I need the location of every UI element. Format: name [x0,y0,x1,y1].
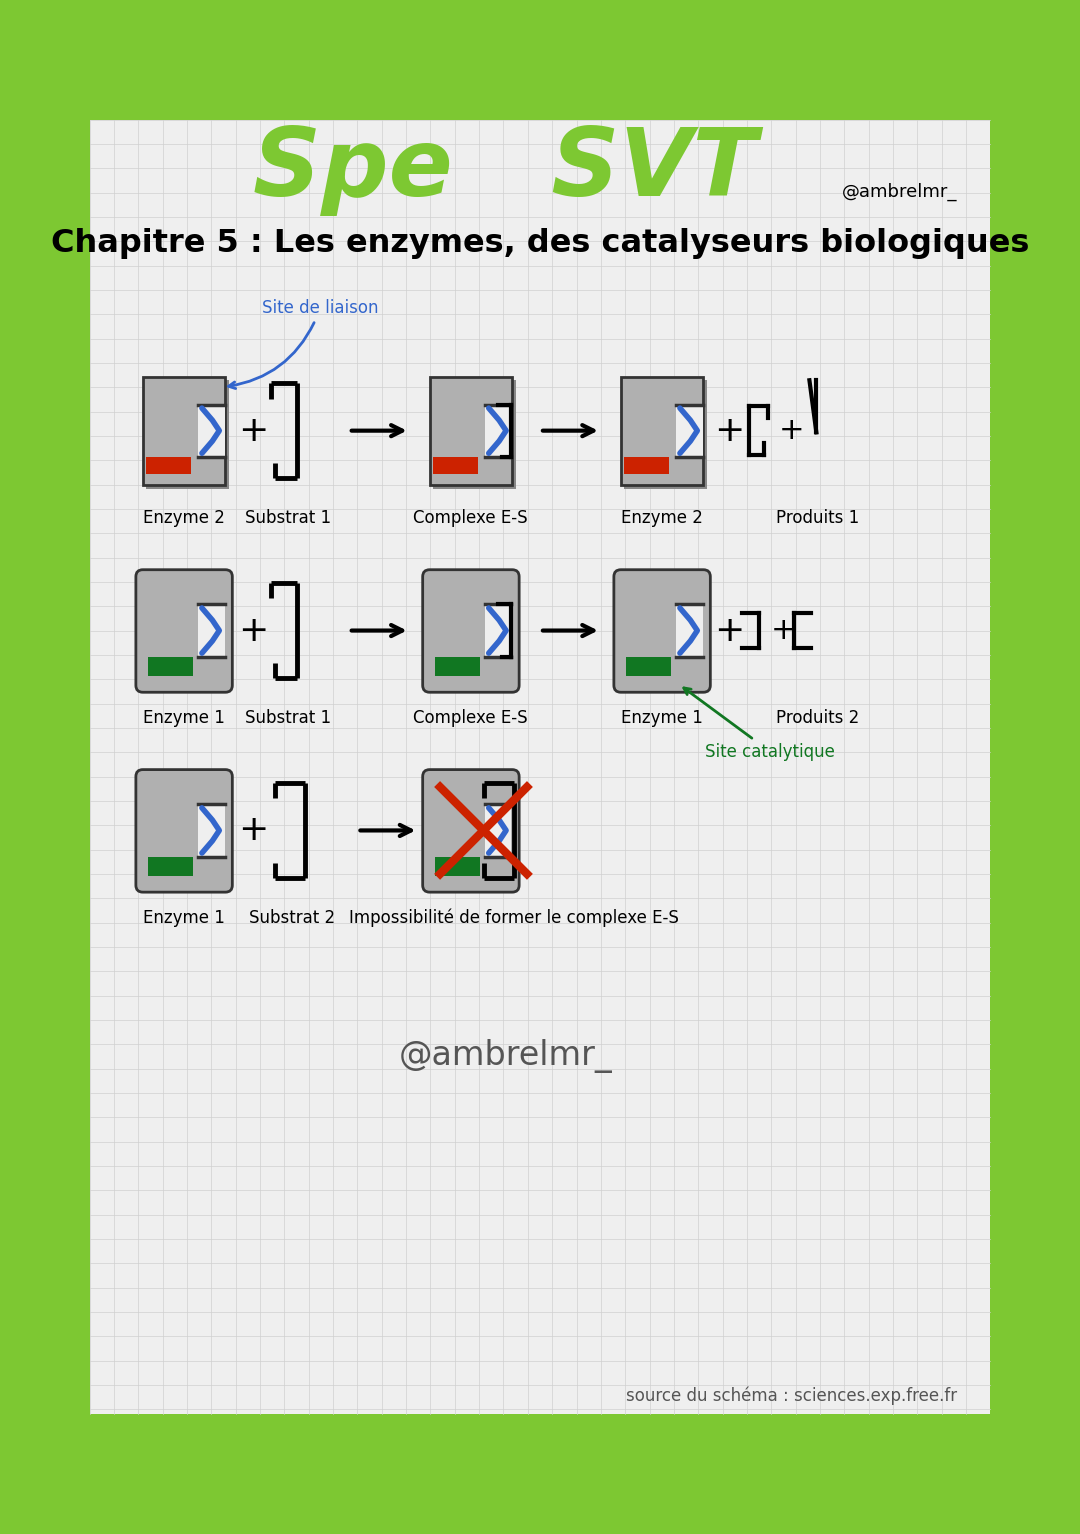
Text: +: + [780,416,805,445]
Bar [433,457,478,474]
Text: Enzyme 1: Enzyme 1 [621,709,703,727]
Text: @ambrelmr_: @ambrelmr_ [399,1040,612,1074]
Text: Enzyme 2: Enzyme 2 [143,509,225,526]
Text: +: + [770,617,796,646]
Text: Enzyme 1: Enzyme 1 [143,709,225,727]
Bar [485,804,511,856]
Bar [199,405,225,457]
Bar [430,377,512,485]
Bar [485,405,511,457]
Text: source du schéma : sciences.exp.free.fr: source du schéma : sciences.exp.free.fr [626,1387,957,1405]
Text: Produits 1: Produits 1 [777,509,860,526]
Bar [199,804,225,856]
Bar [433,779,515,888]
Bar [485,604,511,657]
Text: Substrat 2: Substrat 2 [249,908,336,927]
Text: Site catalytique: Site catalytique [684,687,835,761]
FancyBboxPatch shape [136,770,232,893]
Bar [624,580,707,689]
Bar [621,377,703,485]
Bar [626,657,672,676]
Bar [146,457,191,474]
Text: Spe   SVT: Spe SVT [253,124,757,216]
Bar [146,380,229,489]
FancyBboxPatch shape [136,569,232,692]
Text: Site de liaison: Site de liaison [229,299,378,388]
Bar [435,856,480,876]
Text: Substrat 1: Substrat 1 [245,709,332,727]
Text: Complexe E-S: Complexe E-S [414,709,528,727]
Bar [624,380,707,489]
Text: @ambrelmr_: @ambrelmr_ [841,183,957,201]
Bar [624,457,670,474]
Bar [146,779,229,888]
Text: Enzyme 2: Enzyme 2 [621,509,703,526]
Text: +: + [238,414,269,448]
Bar [676,604,702,657]
Bar [435,657,480,676]
FancyBboxPatch shape [613,569,711,692]
Text: Produits 2: Produits 2 [777,709,860,727]
Text: +: + [238,813,269,847]
Bar [199,604,225,657]
Text: Enzyme 1: Enzyme 1 [143,908,225,927]
Text: +: + [714,414,744,448]
Text: +: + [238,614,269,647]
Text: Complexe E-S: Complexe E-S [414,509,528,526]
Bar [433,580,515,689]
Bar [143,377,226,485]
Text: Chapitre 5 : Les enzymes, des catalyseurs biologiques: Chapitre 5 : Les enzymes, des catalyseur… [51,229,1029,259]
Bar [148,856,193,876]
Bar [146,580,229,689]
FancyBboxPatch shape [422,770,519,893]
FancyBboxPatch shape [422,569,519,692]
Bar [148,657,193,676]
Bar [676,405,702,457]
Text: Impossibilité de former le complexe E-S: Impossibilité de former le complexe E-S [349,908,679,927]
Bar [433,380,515,489]
Text: Substrat 1: Substrat 1 [245,509,332,526]
Text: +: + [714,614,744,647]
